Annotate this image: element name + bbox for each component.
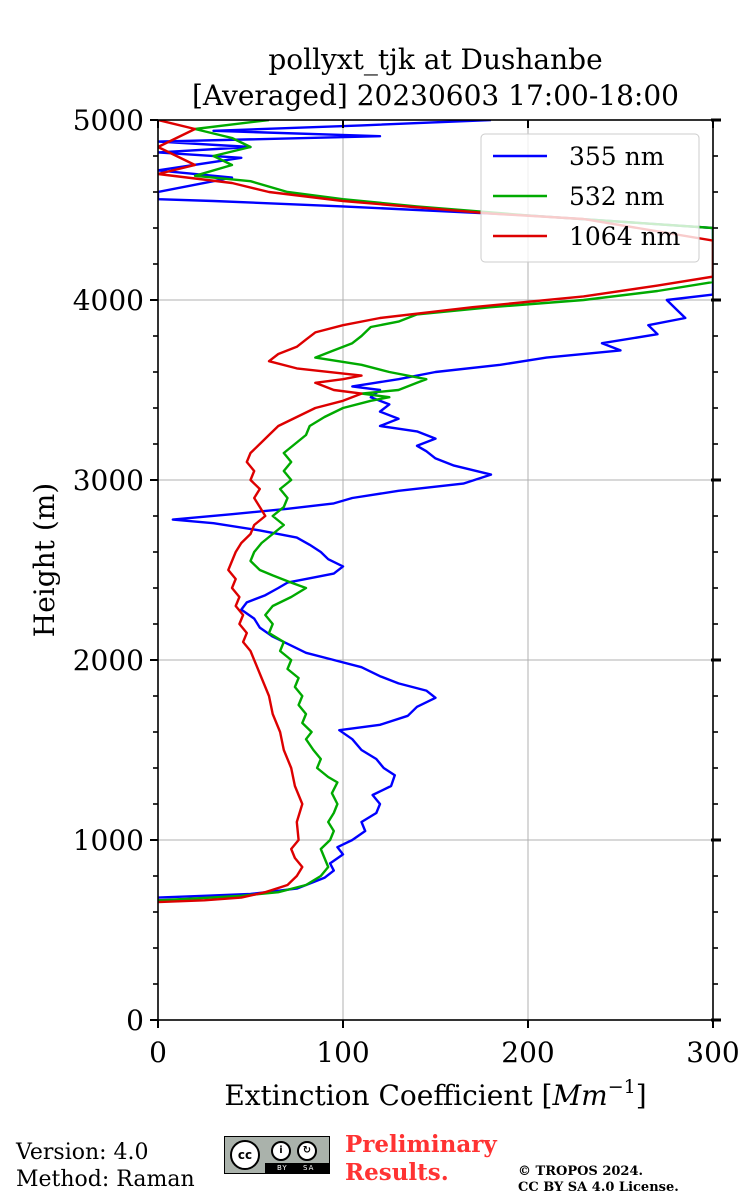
chart-title-line-2: [Averaged] 20230603 17:00-18:00	[192, 79, 679, 112]
share-alike-icon: ↻	[297, 1141, 317, 1161]
y-tick-label: 3000	[73, 464, 144, 497]
y-axis-label: Height (m)	[28, 483, 61, 637]
legend-label-2: 532 nm	[569, 182, 665, 211]
x-tick-label: 300	[686, 1036, 739, 1069]
x-axis-label-exponent: −1	[608, 1076, 636, 1098]
method-text: Method: Raman	[16, 1167, 195, 1192]
license-text: CC BY SA 4.0 License.	[518, 1180, 679, 1195]
y-tick-label: 4000	[73, 284, 144, 317]
x-tick-label: 200	[501, 1036, 554, 1069]
y-tick-label: 5000	[73, 104, 144, 137]
y-tick-label: 1000	[73, 824, 144, 857]
preliminary-text: Preliminary	[345, 1131, 497, 1158]
by-person-icon: i	[271, 1141, 291, 1161]
x-axis-label-close: ]	[636, 1079, 647, 1112]
y-tick-label: 2000	[73, 644, 144, 677]
badge-by-label: BY	[277, 1164, 288, 1172]
badge-strip: BY SA	[265, 1163, 329, 1173]
cc-license-badge: cc i ↻ BY SA	[224, 1136, 330, 1174]
x-axis-label-text: Extinction Coefficient [	[224, 1079, 552, 1112]
series-line-1	[158, 120, 713, 899]
legend: 355 nm 532 nm 1064 nm	[480, 133, 700, 263]
x-axis-label-unit: Mm	[551, 1079, 607, 1112]
y-tick-label: 0	[126, 1004, 144, 1037]
x-tick-label: 0	[149, 1036, 167, 1069]
chart-title-line-1: pollyxt_tjk at Dushanbe	[268, 43, 603, 76]
x-axis-label: Extinction Coefficient [Mm−1]	[224, 1076, 646, 1112]
preliminary-results-text: Results.	[345, 1159, 449, 1186]
plot-frame	[157, 119, 714, 1021]
cc-icon: cc	[230, 1140, 260, 1170]
legend-box	[480, 133, 700, 263]
badge-sa-label: SA	[303, 1164, 315, 1172]
version-text: Version: 4.0	[16, 1140, 149, 1165]
legend-label-1: 355 nm	[569, 142, 665, 171]
series-group	[158, 120, 713, 904]
legend-label-3: 1064 nm	[569, 222, 681, 251]
ticks	[150, 118, 721, 1028]
copyright-text: © TROPOS 2024.	[518, 1164, 644, 1179]
series-line-2	[158, 120, 713, 902]
x-tick-label: 100	[316, 1036, 369, 1069]
series-line-3	[158, 120, 713, 904]
